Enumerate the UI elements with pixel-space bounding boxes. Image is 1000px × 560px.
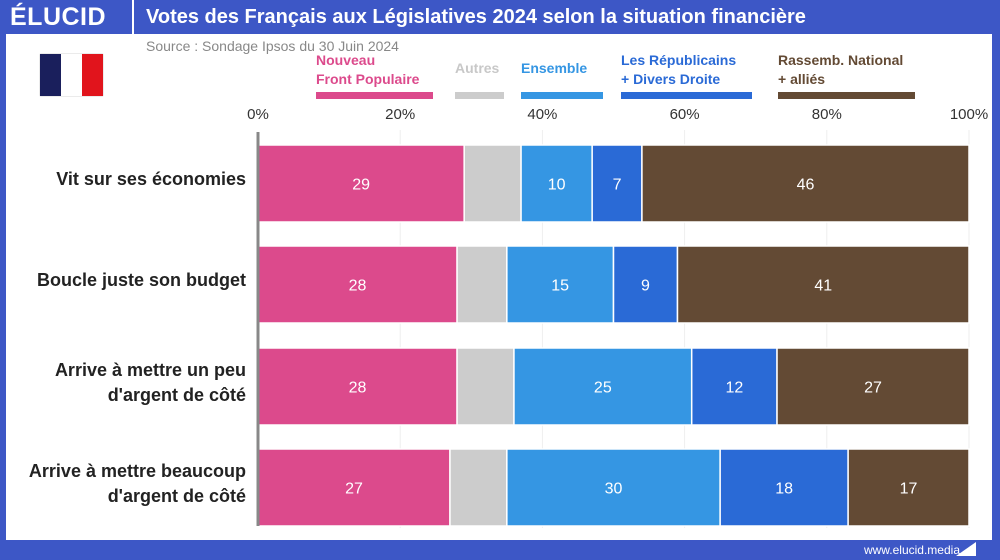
legend-label-line: Nouveau xyxy=(316,52,376,68)
header: ÉLUCID Votes des Français aux Législativ… xyxy=(0,0,1000,34)
legend-swatch xyxy=(521,92,603,99)
chart-title: Votes des Français aux Législatives 2024… xyxy=(146,6,806,28)
legend-swatch xyxy=(316,92,433,99)
legend-swatch xyxy=(455,92,504,99)
france-flag-icon xyxy=(40,54,103,96)
bar-segment xyxy=(456,245,508,324)
bar-segment xyxy=(257,144,465,223)
bar-segment xyxy=(257,245,458,324)
data-label: 29 xyxy=(352,177,370,194)
legend-label: Ensemble xyxy=(521,59,587,78)
x-tick-label: 40% xyxy=(527,106,557,123)
header-divider xyxy=(132,0,134,34)
legend-label-line: Rassemb. National xyxy=(778,52,904,68)
legend-label: Les Républicains + Divers Droite xyxy=(621,51,736,89)
bar-segment xyxy=(591,144,643,223)
legend-label-line: Les Républicains xyxy=(621,52,737,68)
data-label: 28 xyxy=(349,380,367,397)
category-label: Arrive à mettre beaucoup d'argent de côt… xyxy=(28,460,246,506)
category-label: Vit sur ses économies xyxy=(56,169,246,189)
bar-segment xyxy=(847,448,970,527)
bar-segment xyxy=(257,347,458,426)
data-label: 41 xyxy=(814,278,832,295)
bar-segment xyxy=(776,347,970,426)
bar-segment xyxy=(257,448,451,527)
legend-label-line: Autres xyxy=(455,60,500,76)
legend-label: Rassemb. National + alliés xyxy=(778,51,903,89)
bar-segment xyxy=(612,245,679,324)
category-label: Boucle juste son budget xyxy=(36,270,246,290)
bar-segment xyxy=(513,347,693,426)
x-tick-label: 80% xyxy=(812,106,842,123)
data-label: 17 xyxy=(900,481,918,498)
data-label: 7 xyxy=(613,177,622,194)
legend-label: Autres xyxy=(455,59,499,78)
bar-segment xyxy=(520,144,593,223)
footer-url: www.elucid.media xyxy=(863,543,960,557)
elucid-mark-icon xyxy=(956,542,976,556)
bar-segment xyxy=(676,245,970,324)
legend-swatch xyxy=(778,92,915,99)
x-tick-label: 60% xyxy=(670,106,700,123)
legend-label-line: + alliés xyxy=(778,71,826,87)
data-label: 9 xyxy=(641,278,650,295)
bar-segment xyxy=(641,144,970,223)
data-label: 28 xyxy=(349,278,367,295)
elucid-logo: ÉLUCID xyxy=(10,3,107,31)
data-label: 18 xyxy=(775,481,793,498)
data-label: 12 xyxy=(725,380,743,397)
legend-label-line: Front Populaire xyxy=(316,71,420,87)
legend-swatch xyxy=(621,92,752,99)
source-note: Source : Sondage Ipsos du 30 Juin 2024 xyxy=(146,38,399,54)
bar-segment xyxy=(719,448,849,527)
x-tick-label: 20% xyxy=(385,106,415,123)
bar-segment xyxy=(449,448,508,527)
data-label: 10 xyxy=(548,177,566,194)
data-label: 46 xyxy=(797,177,815,194)
data-label: 30 xyxy=(605,481,623,498)
x-tick-label: 100% xyxy=(950,106,988,123)
bar-segment xyxy=(456,347,515,426)
legend-label-line: + Divers Droite xyxy=(621,71,721,87)
data-label: 15 xyxy=(551,278,569,295)
bar-segment xyxy=(506,245,615,324)
x-tick-label: 0% xyxy=(247,106,269,123)
category-label: Arrive à mettre un peu d'argent de côté xyxy=(54,359,246,405)
legend-label-line: Ensemble xyxy=(521,60,588,76)
bar-segment xyxy=(690,347,778,426)
data-label: 25 xyxy=(594,380,612,397)
bar-segment xyxy=(463,144,522,223)
data-label: 27 xyxy=(864,380,882,397)
data-label: 27 xyxy=(345,481,363,498)
legend-label: Nouveau Front Populaire xyxy=(316,51,419,89)
